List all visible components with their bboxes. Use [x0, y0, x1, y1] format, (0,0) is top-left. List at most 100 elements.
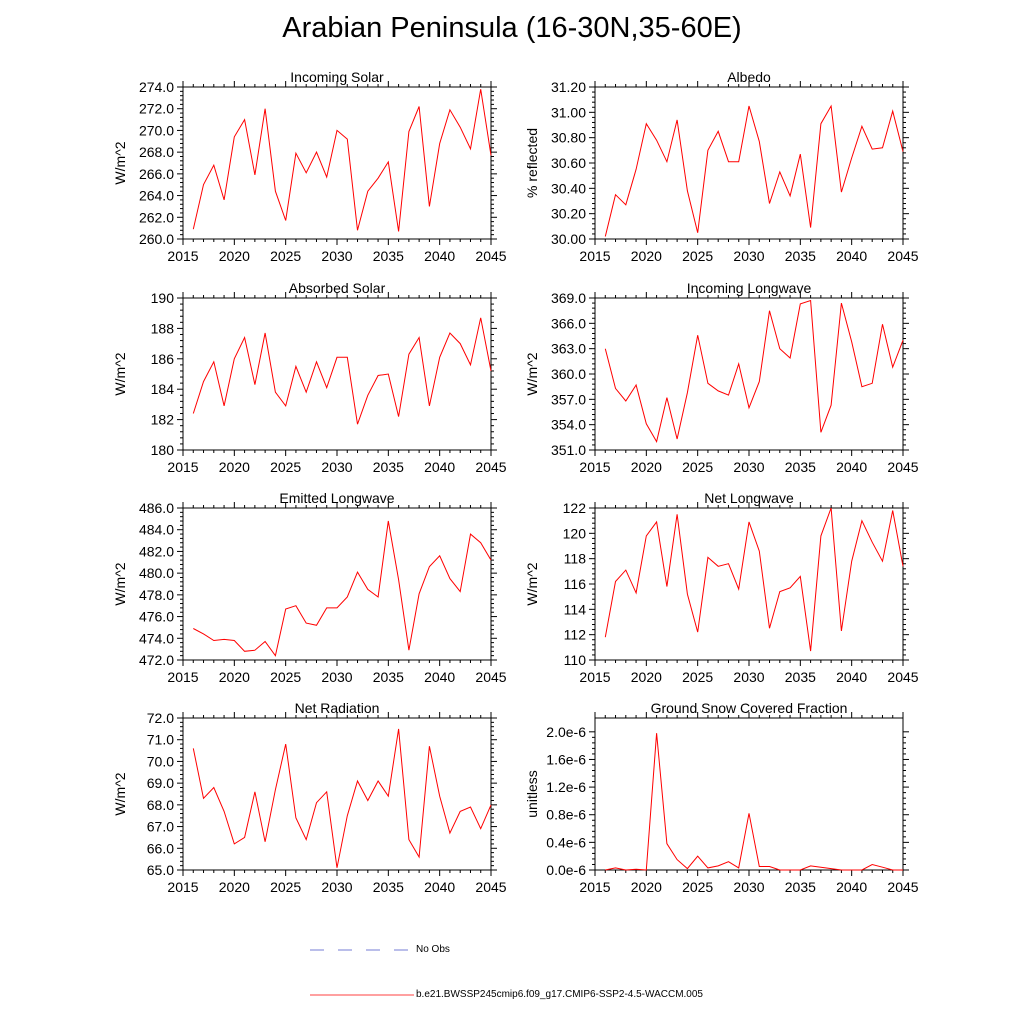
- legend-model: b.e21.BWSSP245cmip6.f09_g17.CMIP6-SSP2-4…: [300, 987, 900, 1003]
- y-tick-label: 0.0e-6: [546, 862, 586, 878]
- x-tick-label: 2015: [579, 248, 610, 264]
- y-tick-label: 184: [151, 381, 175, 397]
- x-tick-label: 2015: [167, 879, 198, 895]
- y-tick-label: 122: [563, 500, 587, 516]
- y-tick-label: 260.0: [139, 231, 174, 247]
- y-tick-label: 486.0: [139, 500, 174, 516]
- panel-title: Absorbed Solar: [289, 280, 386, 296]
- y-tick-label: 30.40: [551, 180, 586, 196]
- x-tick-label: 2045: [887, 669, 918, 685]
- legend-obs-label: No Obs: [416, 944, 450, 955]
- x-tick-label: 2040: [424, 879, 455, 895]
- y-tick-label: 31.20: [551, 79, 586, 95]
- x-tick-label: 2015: [167, 248, 198, 264]
- y-tick-label: 30.80: [551, 130, 586, 146]
- x-tick-label: 2035: [373, 669, 404, 685]
- y-tick-label: 268.0: [139, 144, 174, 160]
- series-line: [192, 317, 492, 425]
- x-tick-label: 2035: [373, 879, 404, 895]
- panel-3: Incoming Longwave W/m^2 2015 2020 2025 2030 20…: [524, 280, 919, 475]
- x-tick-label: 2025: [270, 248, 301, 264]
- x-tick-label: 2035: [373, 248, 404, 264]
- y-tick-label: 274.0: [139, 79, 174, 95]
- y-tick-label: 1.2e-6: [546, 779, 586, 795]
- y-tick-label: 484.0: [139, 522, 174, 538]
- y-tick-label: 186: [151, 351, 175, 367]
- x-tick-label: 2015: [579, 879, 610, 895]
- plot-frame: [182, 507, 492, 661]
- plot-frame: [182, 86, 492, 240]
- y-tick-label: 190: [151, 290, 175, 306]
- y-axis-label: W/m^2: [112, 772, 128, 815]
- y-tick-label: 266.0: [139, 166, 174, 182]
- y-tick-label: 480.0: [139, 565, 174, 581]
- y-tick-label: 180: [151, 442, 175, 458]
- x-tick-label: 2025: [682, 669, 713, 685]
- y-tick-label: 31.00: [551, 104, 586, 120]
- legend-obs-swatch: [310, 949, 414, 951]
- panel-1: Albedo % reflected 2015 2020 2025 2030 2035 204…: [524, 69, 919, 264]
- panel-2: Absorbed Solar W/m^2 2015 2020 2025 2030 2035 2…: [112, 280, 507, 475]
- x-tick-label: 2020: [219, 879, 250, 895]
- legend-model-label: b.e21.BWSSP245cmip6.f09_g17.CMIP6-SSP2-4…: [416, 989, 703, 1000]
- y-tick-label: 264.0: [139, 188, 174, 204]
- x-tick-label: 2030: [733, 669, 764, 685]
- y-tick-label: 66.0: [147, 840, 174, 856]
- y-tick-label: 114: [564, 601, 587, 617]
- panel-title: Albedo: [727, 69, 771, 85]
- panel-title: Ground Snow Covered Fraction: [651, 700, 848, 716]
- x-tick-label: 2030: [321, 248, 352, 264]
- y-tick-label: 30.20: [551, 206, 586, 222]
- x-tick-label: 2045: [475, 248, 506, 264]
- panel-0: Incoming Solar W/m^2 2015 2020 2025 2030 2035 2…: [112, 69, 507, 264]
- y-axis-label: W/m^2: [524, 352, 540, 395]
- panel-title: Emitted Longwave: [279, 490, 394, 506]
- y-tick-label: 70.0: [147, 753, 174, 769]
- y-axis-label: W/m^2: [524, 562, 540, 605]
- series-line: [605, 733, 903, 871]
- x-tick-label: 2040: [836, 248, 867, 264]
- x-tick-label: 2020: [631, 879, 662, 895]
- x-tick-label: 2020: [631, 669, 662, 685]
- x-tick-label: 2035: [785, 669, 816, 685]
- y-tick-label: 30.00: [551, 231, 586, 247]
- panel-7: Ground Snow Covered Fraction unitless 2015…: [524, 700, 919, 895]
- x-tick-label: 2015: [167, 459, 198, 475]
- x-tick-label: 2035: [785, 459, 816, 475]
- plot-frame: [182, 717, 492, 871]
- plot-frame: [594, 507, 904, 661]
- x-tick-label: 2015: [579, 669, 610, 685]
- series-line: [604, 507, 904, 652]
- panel-title: Net Radiation: [295, 700, 380, 716]
- y-tick-label: 369.0: [551, 290, 586, 306]
- y-axis-label: W/m^2: [112, 352, 128, 395]
- y-tick-label: 482.0: [139, 543, 174, 559]
- y-tick-label: 69.0: [147, 775, 174, 791]
- y-tick-label: 270.0: [139, 122, 174, 138]
- x-tick-label: 2025: [682, 459, 713, 475]
- y-tick-label: 67.0: [147, 819, 174, 835]
- panel-title: Net Longwave: [704, 490, 794, 506]
- x-tick-label: 2045: [887, 879, 918, 895]
- y-tick-label: 474.0: [139, 630, 174, 646]
- x-tick-label: 2040: [836, 669, 867, 685]
- y-tick-label: 363.0: [551, 341, 586, 357]
- y-tick-label: 2.0e-6: [546, 724, 586, 740]
- x-tick-label: 2045: [475, 669, 506, 685]
- x-tick-label: 2020: [631, 248, 662, 264]
- x-tick-label: 2035: [785, 248, 816, 264]
- y-tick-label: 65.0: [147, 862, 174, 878]
- x-tick-label: 2030: [733, 879, 764, 895]
- x-tick-label: 2030: [321, 879, 352, 895]
- y-axis-label: % reflected: [524, 128, 540, 198]
- panel-5: Net Longwave W/m^2 2015 2020 2025 2030 2035 204…: [524, 490, 919, 685]
- legend-model-swatch: [310, 994, 414, 996]
- plot-frame: [594, 86, 904, 240]
- x-tick-label: 2030: [321, 459, 352, 475]
- y-tick-label: 272.0: [139, 101, 174, 117]
- y-tick-label: 0.8e-6: [546, 807, 586, 823]
- y-axis-label: W/m^2: [112, 141, 128, 184]
- plot-frame: [182, 297, 492, 451]
- x-tick-label: 2015: [579, 459, 610, 475]
